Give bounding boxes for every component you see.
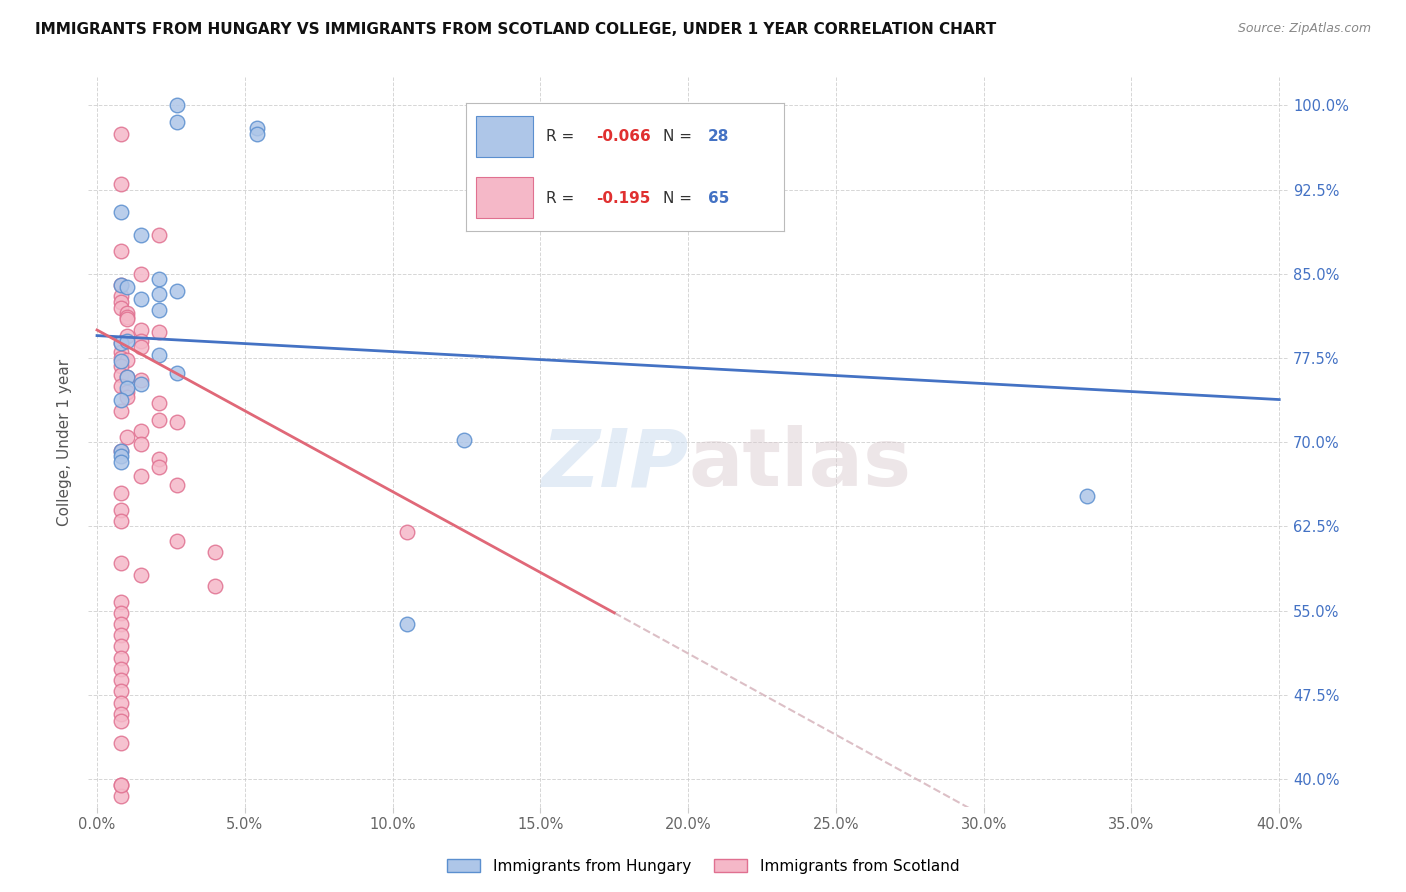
Point [131,267,153,281]
Point [110,706,132,721]
Point [110,351,132,365]
Point [246,127,269,141]
Text: IMMIGRANTS FROM HUNGARY VS IMMIGRANTS FROM SCOTLAND COLLEGE, UNDER 1 YEAR CORREL: IMMIGRANTS FROM HUNGARY VS IMMIGRANTS FR… [35,22,997,37]
Point [166,366,188,380]
Point [110,778,132,792]
Point [110,444,132,458]
Point [110,359,132,373]
Point [115,311,138,326]
Point [131,376,153,391]
Point [115,381,138,395]
Point [110,684,132,698]
Point [110,714,132,728]
Point [166,415,188,429]
Point [110,444,132,458]
Point [110,336,132,351]
Point [148,396,170,410]
Point [110,278,132,293]
Point [131,437,153,451]
Point [110,696,132,710]
Point [110,628,132,642]
Point [110,514,132,528]
Point [110,354,132,368]
Point [110,617,132,632]
Point [110,778,132,792]
Point [148,348,170,362]
Point [115,370,138,384]
Point [110,557,132,571]
Point [148,459,170,474]
Point [115,334,138,349]
Point [110,294,132,309]
Point [204,545,226,559]
Point [110,289,132,303]
Text: atlas: atlas [688,425,911,503]
Point [110,278,132,293]
Point [110,606,132,620]
Point [148,287,170,301]
Point [131,424,153,438]
Point [166,115,188,129]
Point [166,284,188,298]
Point [110,485,132,500]
Point [110,789,132,803]
Point [148,302,170,317]
Legend: Immigrants from Hungary, Immigrants from Scotland: Immigrants from Hungary, Immigrants from… [440,853,966,880]
Point [166,98,188,112]
Point [110,127,132,141]
Point [110,594,132,608]
Point [115,310,138,324]
Point [131,469,153,483]
Point [110,736,132,750]
Point [115,390,138,404]
Point [110,244,132,259]
Point [166,478,188,492]
Point [115,306,138,320]
Point [148,325,170,339]
Point [131,567,153,582]
Point [110,455,132,469]
Text: Source: ZipAtlas.com: Source: ZipAtlas.com [1237,22,1371,36]
Point [131,334,153,349]
Point [131,374,153,388]
Point [115,280,138,294]
Point [110,502,132,516]
Point [110,404,132,418]
Point [110,301,132,315]
Point [131,323,153,337]
Point [110,640,132,654]
Text: ZIP: ZIP [541,425,688,503]
Point [110,449,132,463]
Point [148,413,170,427]
Point [115,353,138,368]
Point [110,205,132,219]
Point [453,433,475,447]
Point [110,368,132,382]
Point [110,177,132,191]
Point [110,673,132,688]
Point [204,579,226,593]
Point [148,272,170,286]
Point [115,370,138,384]
Point [131,227,153,242]
Point [110,650,132,665]
Point [110,662,132,676]
Point [110,345,132,359]
Point [115,429,138,443]
Point [396,617,419,632]
Point [110,392,132,407]
Point [166,533,188,548]
Point [1076,489,1098,503]
Point [148,452,170,467]
Point [110,379,132,393]
Point [131,292,153,306]
Point [396,524,419,539]
Point [131,340,153,354]
Point [110,336,132,351]
Y-axis label: College, Under 1 year: College, Under 1 year [58,359,72,525]
Point [115,328,138,343]
Point [148,227,170,242]
Point [246,120,269,135]
Point [115,384,138,399]
